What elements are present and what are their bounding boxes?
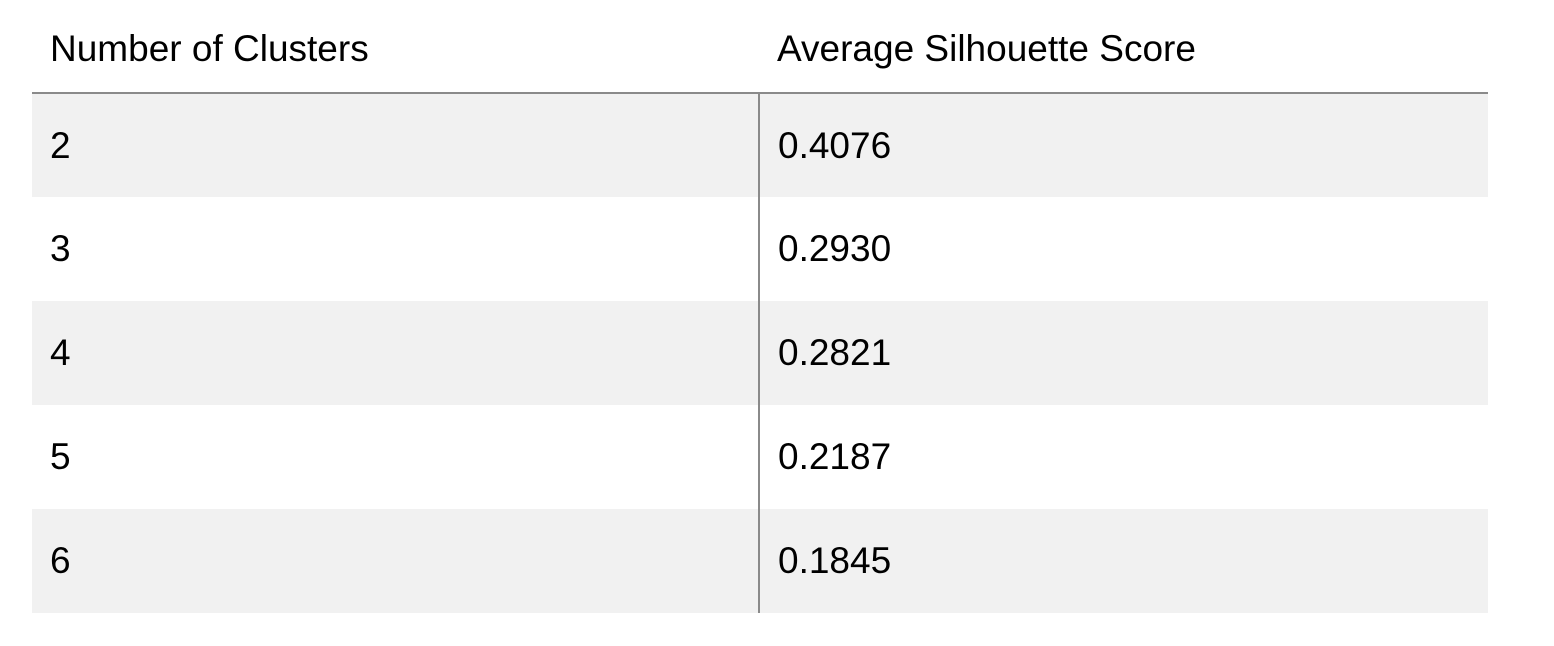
column-header-label: Number of Clusters: [50, 28, 369, 69]
cell-number-of-clusters: 5: [32, 405, 760, 509]
table-row: 4 0.2821: [32, 301, 1488, 405]
cell-number-of-clusters: 3: [32, 197, 760, 301]
cell-silhouette-score: 0.4076: [759, 93, 1488, 197]
table-row: 5 0.2187: [32, 405, 1488, 509]
cell-number-of-clusters: 2: [32, 93, 760, 197]
cell-silhouette-score: 0.2187: [759, 405, 1488, 509]
cell-silhouette-score: 0.1845: [759, 509, 1488, 613]
table-row: 6 0.1845: [32, 509, 1488, 613]
column-header-label: Average Silhouette Score: [777, 28, 1196, 69]
column-header-average-silhouette-score: Average Silhouette Score: [759, 0, 1488, 94]
cell-silhouette-score: 0.2821: [759, 301, 1488, 405]
table-row: 3 0.2930: [32, 197, 1488, 301]
cell-number-of-clusters: 6: [32, 509, 760, 613]
cell-number-of-clusters: 4: [32, 301, 760, 405]
header-row: Number of Clusters Average Silhouette Sc…: [32, 0, 1488, 94]
table-body: 2 0.4076 3 0.2930 4 0.2821 5 0.2187 6 0.…: [32, 93, 1488, 613]
column-header-number-of-clusters: Number of Clusters: [32, 0, 759, 94]
table-row: 2 0.4076: [32, 93, 1488, 197]
table-header: Number of Clusters Average Silhouette Sc…: [32, 0, 1488, 94]
cell-silhouette-score: 0.2930: [759, 197, 1488, 301]
silhouette-table-container: Number of Clusters Average Silhouette Sc…: [32, 0, 1488, 613]
silhouette-score-table: Number of Clusters Average Silhouette Sc…: [32, 0, 1488, 613]
